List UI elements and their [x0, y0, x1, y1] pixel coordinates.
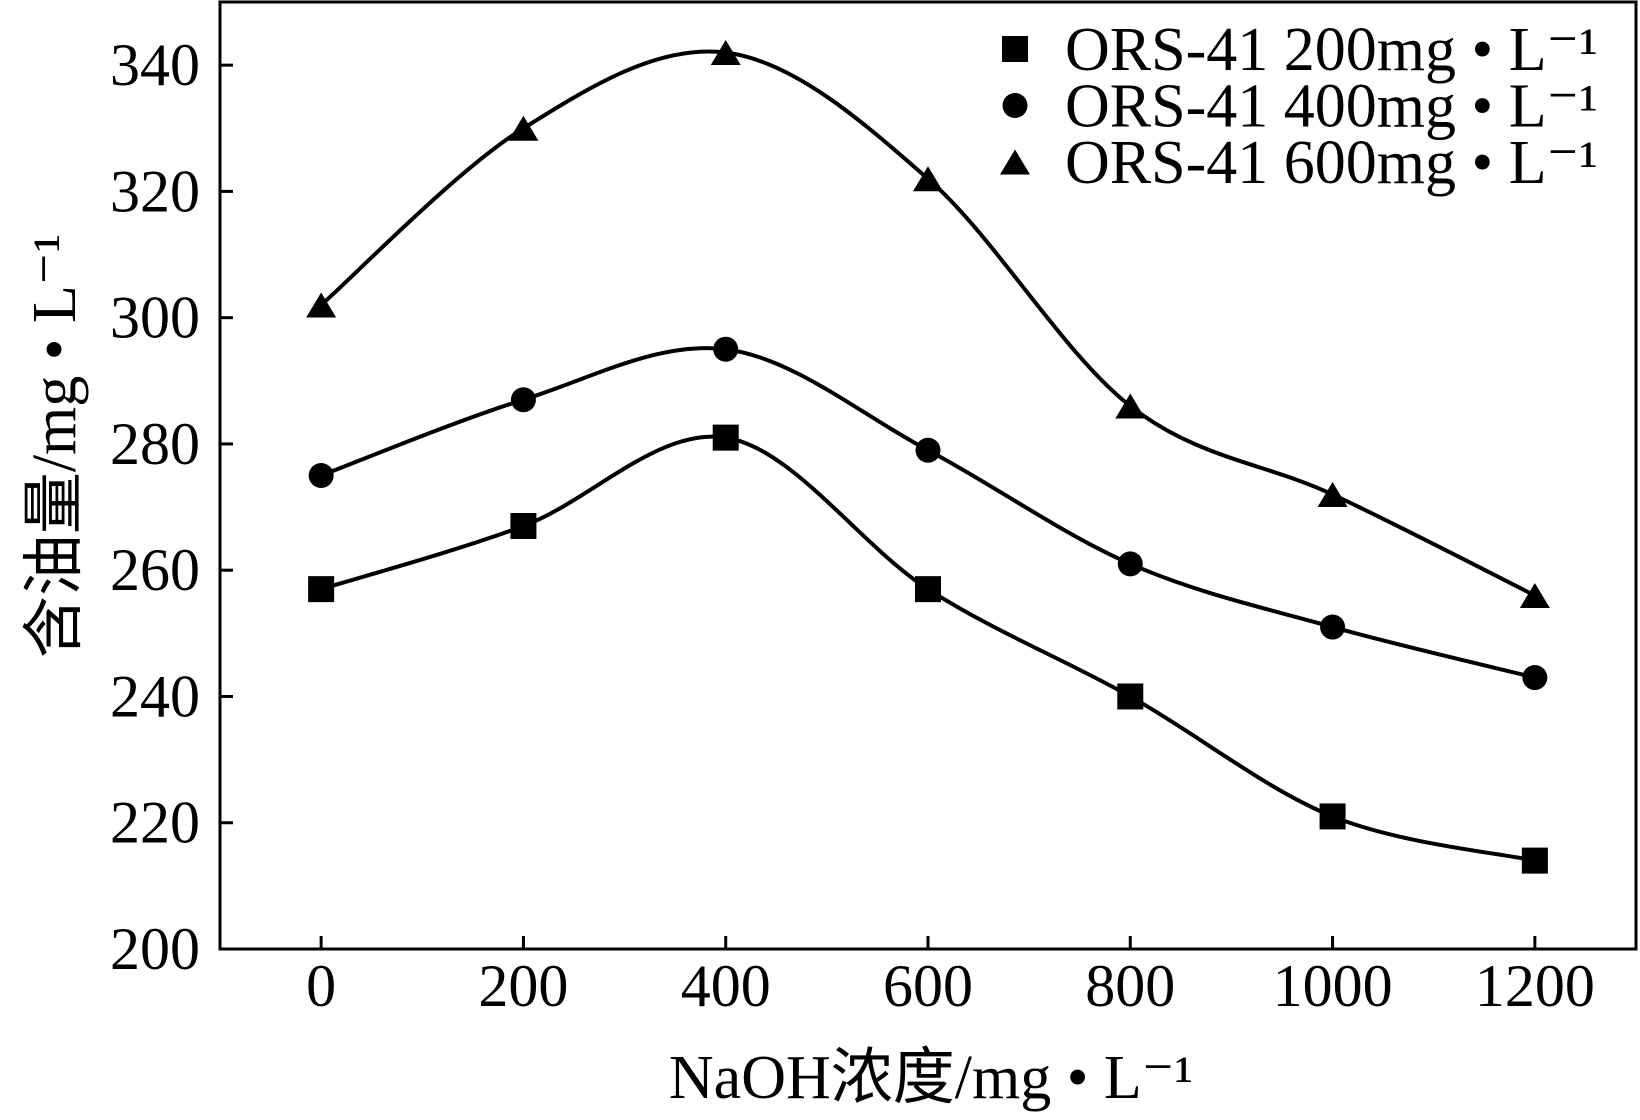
series-2-point-200 — [510, 387, 536, 413]
y-axis-label: 含油量/mg • L⁻¹ — [21, 234, 89, 658]
x-tick-label: 0 — [306, 953, 336, 1019]
series-1-point-600 — [915, 576, 941, 603]
series-3-point-400 — [710, 40, 741, 66]
series-layer — [306, 40, 1550, 874]
series-2-point-400 — [713, 336, 739, 362]
series-3-point-1200 — [1519, 582, 1550, 608]
series-2-line — [319, 346, 1537, 680]
series-1-point-200 — [510, 513, 537, 540]
x-axis-tick-labels: 0 200 400 600 800 1000 1200 — [306, 953, 1595, 1019]
y-tick-label: 320 — [110, 158, 200, 224]
series-3-point-800 — [1115, 393, 1146, 419]
y-tick-label: 260 — [110, 537, 200, 603]
series-3-point-1000 — [1317, 481, 1348, 507]
series-3-point-0 — [306, 292, 337, 318]
y-tick-label: 300 — [110, 285, 200, 351]
x-tick-label: 600 — [883, 953, 973, 1019]
series-2-point-600 — [915, 437, 941, 463]
axis-ticks — [220, 63, 1537, 951]
legend-marker-circle — [1002, 93, 1028, 118]
series-1-point-1200 — [1521, 847, 1548, 874]
plot-area-frame — [218, 0, 1638, 951]
legend-label: ORS-41 600mg • L⁻¹ — [1065, 129, 1598, 197]
series-1-point-800 — [1117, 683, 1144, 710]
x-tick-label: 1000 — [1273, 953, 1393, 1019]
legend-marker-triangle — [1000, 149, 1030, 175]
series-1-point-1000 — [1319, 803, 1346, 830]
y-axis-tick-labels: 200 220 240 260 280 300 320 340 — [110, 32, 200, 982]
legend-item: ORS-41 600mg • L⁻¹ — [1000, 129, 1598, 197]
x-tick-label: 200 — [478, 953, 568, 1019]
series-1-point-400 — [712, 424, 739, 451]
y-tick-label: 280 — [110, 411, 200, 477]
legend-item: ORS-41 400mg • L⁻¹ — [1002, 73, 1598, 141]
y-tick-label: 200 — [110, 916, 200, 982]
legend-label: ORS-41 200mg • L⁻¹ — [1065, 16, 1598, 84]
series-1-point-0 — [308, 576, 335, 603]
series-3 — [306, 40, 1550, 608]
series-3-point-200 — [508, 115, 539, 141]
series-1-line — [319, 434, 1537, 863]
legend-label: ORS-41 400mg • L⁻¹ — [1065, 73, 1598, 141]
x-axis-label: NaOH浓度/mg • L⁻¹ — [669, 1044, 1193, 1112]
series-2 — [308, 336, 1548, 691]
y-tick-label: 220 — [110, 790, 200, 856]
series-2-point-0 — [308, 463, 334, 488]
series-3-point-600 — [913, 166, 943, 192]
x-tick-label: 1200 — [1475, 953, 1595, 1019]
series-2-point-800 — [1117, 551, 1143, 577]
x-tick-label: 800 — [1085, 953, 1175, 1019]
legend-item: ORS-41 200mg • L⁻¹ — [1002, 16, 1598, 84]
x-tick-label: 400 — [681, 953, 771, 1019]
series-1 — [308, 424, 1548, 874]
y-tick-label: 240 — [110, 663, 200, 729]
series-2-point-1200 — [1522, 665, 1548, 691]
series-2-point-1000 — [1320, 614, 1346, 640]
y-tick-label: 340 — [110, 32, 200, 98]
legend-marker-square — [1002, 36, 1028, 62]
